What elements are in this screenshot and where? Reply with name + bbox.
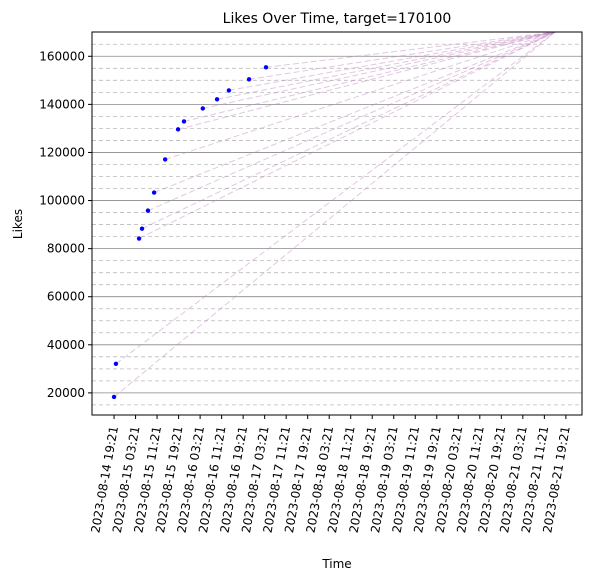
projection-line: [113, 31, 556, 398]
point: [181, 119, 187, 124]
point: [145, 208, 151, 213]
plot-frame: [91, 31, 583, 416]
projection-line: [115, 31, 556, 365]
y-tick-label: 40000: [47, 338, 85, 352]
point: [162, 157, 168, 162]
y-tick-label: 100000: [39, 194, 85, 208]
projection-line: [228, 31, 556, 91]
point: [113, 361, 119, 366]
projection-line: [183, 31, 556, 122]
projection-line: [147, 31, 556, 212]
projection-line: [248, 31, 556, 80]
point: [175, 127, 181, 132]
projection-line: [138, 31, 556, 239]
point: [151, 190, 157, 195]
projection-line: [216, 31, 556, 100]
y-tick-label: 20000: [47, 386, 85, 400]
y-axis-label: Likes: [11, 209, 25, 239]
point: [200, 106, 206, 111]
point: [214, 97, 220, 102]
projection-line: [265, 31, 556, 68]
point: [246, 77, 252, 82]
projection-line: [177, 31, 556, 130]
y-tick-label: 120000: [39, 145, 85, 159]
point: [139, 226, 145, 231]
point: [226, 88, 232, 93]
x-axis-label: Time: [321, 557, 351, 571]
chart-title: Likes Over Time, target=170100: [223, 11, 452, 27]
y-tick-label: 80000: [47, 242, 85, 256]
point: [136, 236, 142, 241]
projection-line: [202, 31, 556, 109]
y-tick-label: 60000: [47, 290, 85, 304]
y-tick-label: 140000: [39, 97, 85, 111]
projection-line: [141, 31, 556, 230]
y-tick-label: 160000: [39, 49, 85, 63]
point: [111, 394, 117, 400]
point: [263, 65, 269, 70]
projection-line: [164, 31, 556, 160]
